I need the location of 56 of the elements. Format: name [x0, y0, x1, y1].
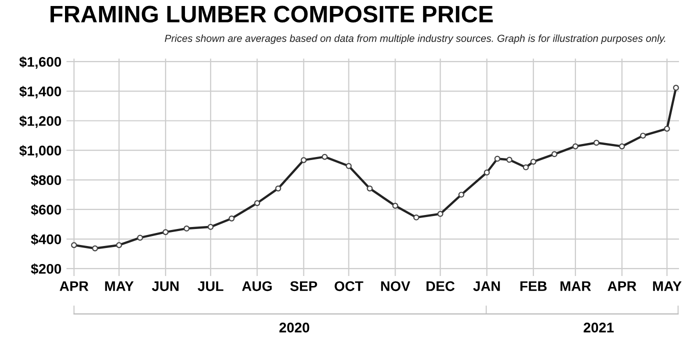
point: [208, 224, 214, 230]
x-tick-label: DEC: [426, 281, 455, 292]
point: [437, 210, 444, 217]
point: [673, 84, 679, 91]
point: [228, 216, 235, 222]
point: [618, 143, 625, 150]
point: [346, 163, 352, 169]
y-tick-label: $1,000: [19, 145, 62, 158]
x-tick-label: OCT: [334, 281, 364, 292]
point: [522, 164, 529, 170]
point: [71, 242, 77, 248]
point: [116, 242, 122, 248]
chart-title: FRAMING LUMBER COMPOSITE PRICE: [50, 6, 493, 23]
x2-tick-label: 2021: [584, 322, 614, 332]
y-tick-label: $1,200: [19, 115, 62, 128]
chart-subtitle: Prices shown are averages based on data from multiple industry sources. Graph is for illustration purposes only.: [164, 34, 666, 44]
point: [551, 151, 558, 158]
point: [162, 229, 169, 236]
x-tick-label: AUG: [242, 281, 272, 292]
point: [254, 200, 260, 206]
point: [640, 132, 646, 139]
x-tick-label: MAR: [560, 281, 591, 291]
x-tick-label: APR: [60, 281, 88, 291]
x-tick-label: JAN: [473, 281, 500, 292]
point: [366, 185, 373, 192]
y-tick-label: $1,600: [19, 56, 62, 69]
point: [530, 158, 536, 165]
x2-tick-label: 2020: [279, 322, 310, 332]
point: [664, 126, 670, 132]
x-tick-label: JUL: [198, 281, 224, 292]
point: [413, 214, 420, 220]
point: [484, 170, 490, 176]
point: [392, 202, 398, 209]
y-tick-label: $600: [30, 204, 62, 216]
point: [458, 192, 464, 198]
y-tick-label: $800: [30, 174, 62, 186]
x-tick-label: FEB: [520, 281, 547, 291]
point: [275, 185, 282, 192]
y-tick-label: $400: [30, 234, 62, 246]
x-tick-label: APR: [608, 281, 636, 291]
x-tick-label: MAY: [653, 281, 682, 291]
x-tick-label: JUN: [152, 281, 179, 292]
x-tick-label: MAY: [105, 281, 134, 291]
y-tick-label: $1,400: [19, 86, 62, 98]
y-tick-label: $200: [30, 263, 62, 275]
point: [593, 140, 600, 146]
x-tick-label: SEP: [290, 281, 318, 292]
point: [300, 157, 307, 164]
point: [572, 143, 578, 150]
x-tick-label: NOV: [381, 281, 410, 292]
point: [494, 156, 500, 162]
point: [506, 156, 512, 163]
point: [137, 234, 144, 241]
point: [322, 154, 328, 160]
point: [184, 226, 190, 232]
point: [92, 245, 98, 252]
